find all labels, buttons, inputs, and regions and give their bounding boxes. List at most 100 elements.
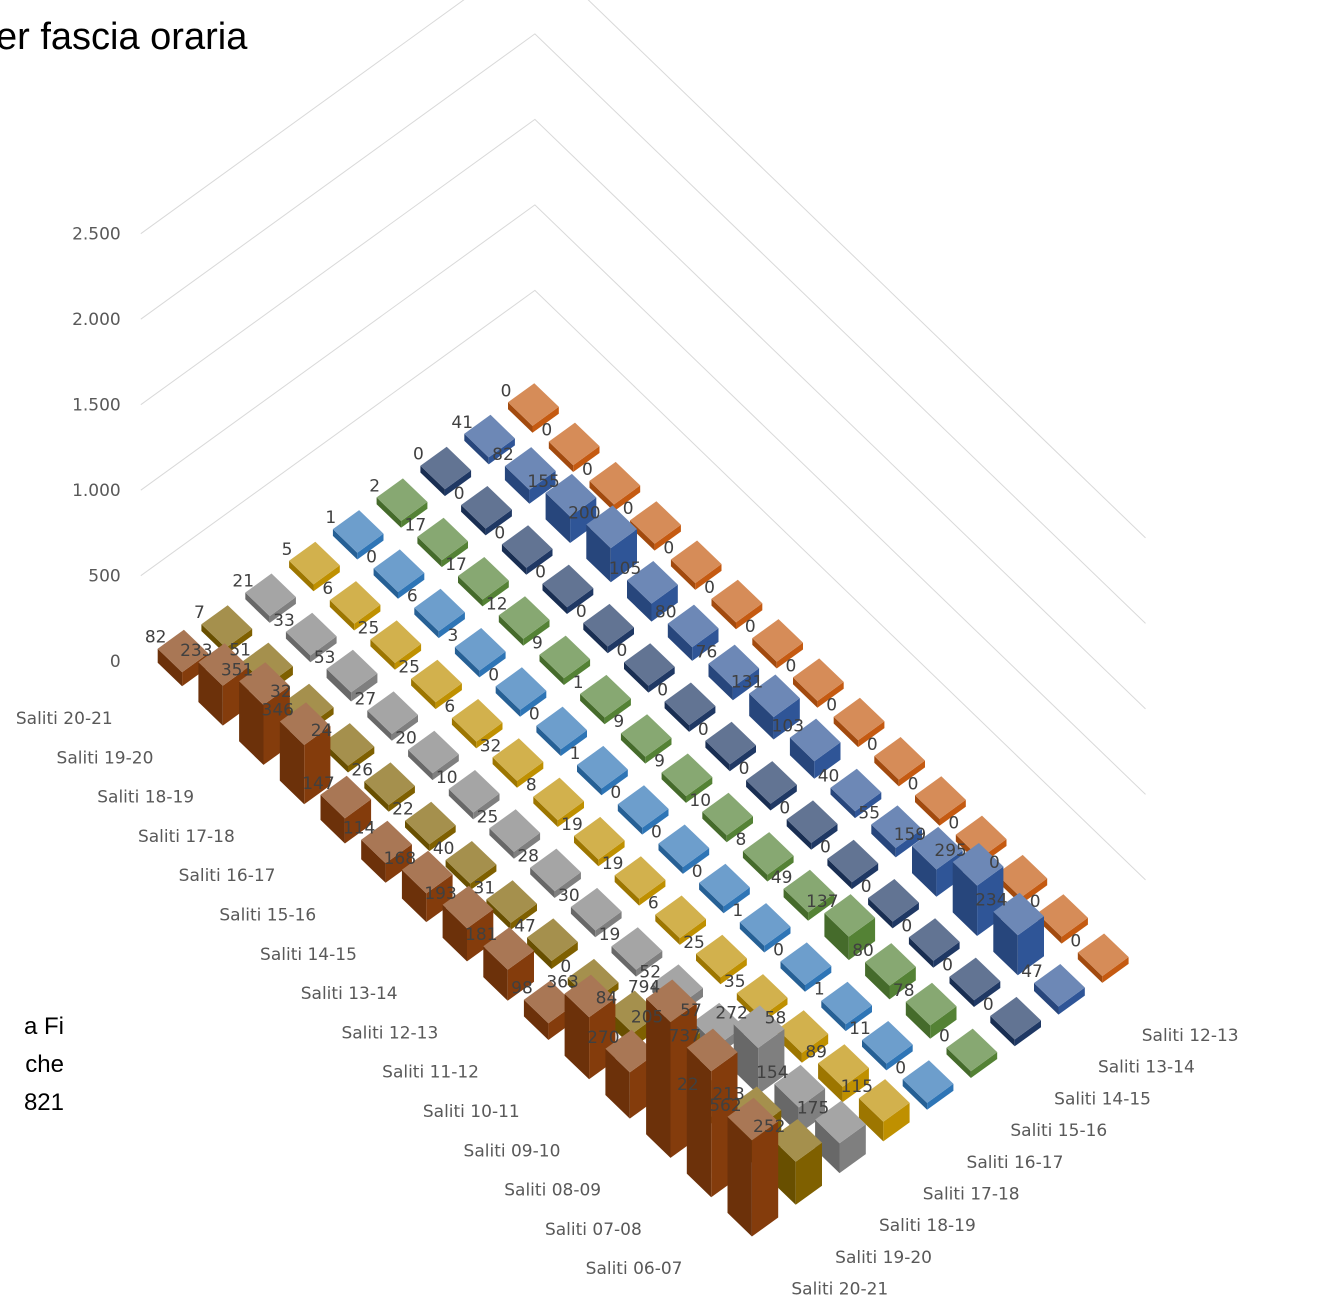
y-tick-label: 2.000 [72,310,121,330]
bar-face-top [498,596,550,639]
bar-face-right [898,760,925,787]
data-label: 33 [273,611,295,631]
bar-face-left [915,795,940,826]
bar-face-top [574,816,625,860]
bar-face-right [351,673,378,702]
side-note: a Fi che 821 [0,1008,64,1122]
bar [483,927,534,1001]
bar-face-right [438,612,465,639]
bar-face-top [655,895,706,939]
data-label: 0 [576,602,587,622]
bar-face-top [915,776,966,819]
bar-face-top [483,927,534,970]
bar-face-left [902,1079,928,1110]
bar-face-right [895,829,922,858]
bar-face-top [708,644,760,688]
bar-face-right [269,597,296,623]
data-label: 0 [786,656,797,676]
bar-face-top [727,1097,779,1141]
bar-face-left [414,607,439,639]
data-label: 0 [1030,892,1041,912]
bar [783,869,835,921]
bar-face-top [461,486,512,529]
bar [670,540,722,590]
data-label: 11 [849,1019,871,1039]
bar-face-top [589,461,641,505]
bar-face-top [289,541,340,585]
bar [818,1044,869,1103]
bar-face-top [530,848,581,892]
bar [815,1100,866,1174]
bar-face-top [862,1021,913,1064]
side-note-line: 821 [23,1089,64,1116]
depth-category-label: Saliti 09-10 [464,1141,561,1161]
data-label: 49 [771,868,793,888]
bar-face-top [912,826,963,870]
bar-face-right [385,844,412,883]
side-note-line: che [25,1051,64,1078]
bar-face-right [892,902,919,929]
bars-layer: 0000000000000004182155200105807613110340… [145,381,1129,1237]
data-label: 0 [942,956,953,976]
width-axis-labels: Saliti 20-21 Saliti 19-20 Saliti 18-19 Sali… [791,1026,1238,1297]
bar-face-top [458,557,509,600]
bar-face-left [627,580,652,622]
bar-face-right [1058,987,1085,1015]
bar-face-left [589,480,614,512]
data-label: 0 [692,862,703,882]
bar [489,809,541,859]
bar-face-right [610,529,637,583]
bar-face-top [617,785,669,828]
data-label: 168 [384,849,416,869]
data-label: 0 [366,547,377,567]
data-label: 24 [311,721,333,741]
bar [696,934,747,985]
bar-face-left [577,764,602,796]
bar-face-top [451,699,503,742]
bar-face-left [445,860,471,891]
data-label: 9 [532,634,543,654]
bar-face-left [1034,983,1059,1015]
bar [905,982,957,1039]
bar-face-right [776,642,803,669]
bar-face-left [952,862,978,936]
data-label: 17 [445,555,467,575]
depth-category-label: Saliti 19-20 [57,748,154,768]
bar-face-right [560,730,587,756]
y-tick-label: 500 [88,567,120,587]
bar-face-top [949,957,1001,1001]
bar-face-top [329,581,381,624]
bar-face-left [542,583,567,614]
bar-face-left [483,946,508,1001]
data-label: 6 [444,697,455,717]
bar-face-top [201,605,253,648]
bar-face-right [795,1142,822,1205]
width-category-label: Saliti 19-20 [835,1248,932,1268]
y-tick-label: 2.500 [72,225,121,245]
data-label: 0 [773,940,784,960]
depth-category-label: Saliti 17-18 [138,827,235,847]
bar-face-top [489,809,541,852]
bar-face-top [865,943,916,986]
bar-face-right [689,706,716,732]
bar-face-top [536,706,587,750]
bar-face-top [786,800,838,843]
bar [411,659,462,710]
bar-face-left [874,756,899,787]
chart-walls [140,0,1146,881]
data-label: 0 [989,853,1000,873]
bar [245,573,296,623]
bar-face-left [908,937,934,968]
bar-face-left [536,725,561,756]
data-label: 1 [573,673,584,693]
bar-face-left [670,559,696,590]
data-label: 22 [677,1075,699,1095]
bar-face-left [527,937,552,969]
data-label: 0 [623,499,634,519]
bar [454,628,506,678]
bar-face-right [604,698,631,725]
bar-face-right [488,438,515,465]
y-tick-label: 0 [110,652,121,672]
bar-face-right [344,799,372,844]
